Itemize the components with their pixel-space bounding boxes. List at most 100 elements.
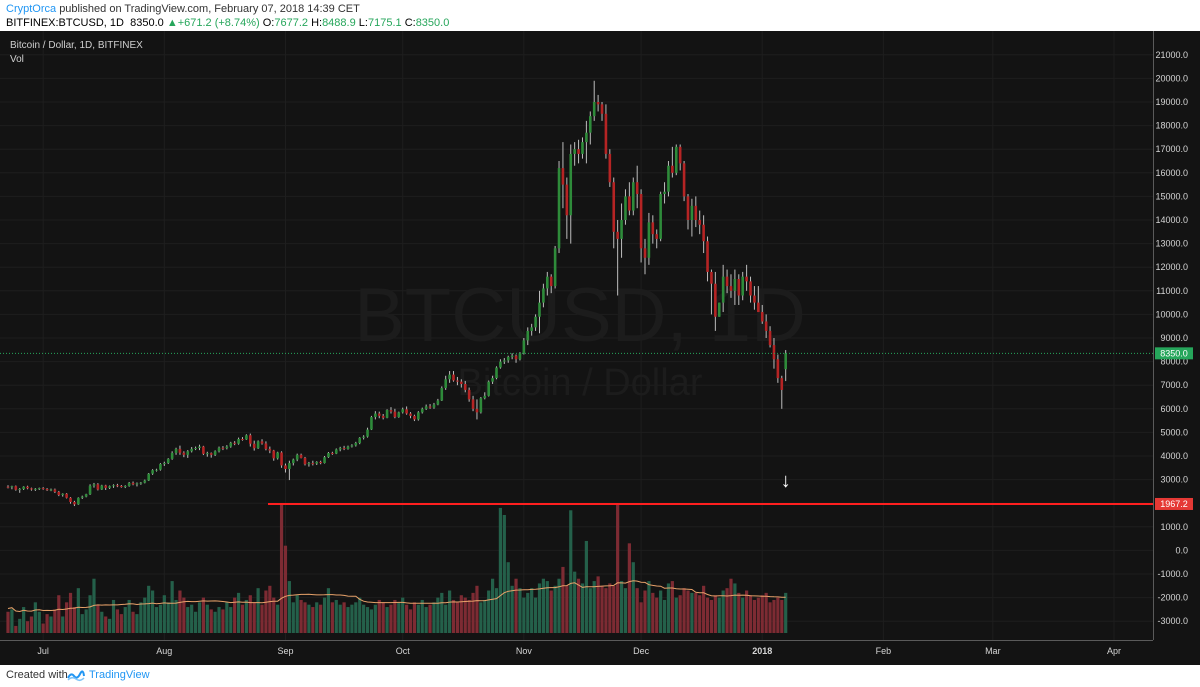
ohlc-body (221, 447, 225, 449)
ohlc-bar (424, 404, 428, 410)
ohlc-body (159, 464, 162, 470)
volume-bar (197, 602, 202, 633)
ohlc-body (514, 355, 518, 360)
volume-bar (428, 604, 432, 633)
ohlc-body (135, 483, 139, 485)
ohlc-bar (409, 412, 412, 419)
ohlc-body (663, 191, 666, 195)
ohlc-bar (30, 487, 33, 491)
ohlc-bar (768, 326, 772, 348)
ohlc-body (628, 196, 631, 211)
ohlc-bar (225, 445, 229, 450)
volume-bar (729, 578, 733, 633)
volume-bar (244, 599, 248, 633)
volume-bar (725, 588, 729, 633)
volume-bar (217, 607, 221, 633)
ohlc-bar (604, 104, 608, 159)
ohlc-bar (362, 435, 365, 440)
ohlc-body (760, 312, 764, 322)
volume-bar (88, 595, 92, 633)
ohlc-body (225, 446, 229, 449)
ohlc-body (248, 435, 252, 444)
price-axis-tick: 12000.0 (1155, 262, 1188, 272)
volume-bar (752, 599, 757, 633)
ohlc-bar (745, 264, 748, 291)
ohlc-bar (721, 264, 725, 313)
ohlc-bar (323, 456, 326, 464)
ohlc-bar (84, 493, 88, 498)
ohlc-bar (561, 142, 565, 209)
published-text: published on TradingView.com, February 0… (59, 3, 360, 15)
ohlc-body (112, 485, 115, 487)
author-link[interactable]: CryptOrca (6, 3, 57, 15)
ohlc-body (725, 276, 729, 287)
volume-bar (397, 602, 401, 633)
volume-bar (268, 585, 272, 633)
volume-bar (424, 607, 428, 633)
ohlc-body (612, 182, 616, 232)
ohlc-bar (311, 460, 315, 466)
ohlc-bar (631, 177, 635, 216)
ohlc-bar (479, 397, 483, 414)
volume-bar (412, 602, 417, 633)
ohlc-bar (381, 413, 385, 420)
ohlc-bar (6, 485, 10, 489)
ohlc-bar (374, 411, 377, 420)
price-axis-tick: 10000.0 (1155, 309, 1188, 319)
volume-bar (182, 597, 186, 633)
ohlc-body (702, 224, 705, 242)
ohlc-bar (389, 407, 393, 414)
volume-bar (225, 602, 229, 633)
ohlc-body (229, 442, 233, 447)
ohlc-body (170, 452, 174, 459)
ohlc-body (10, 486, 14, 488)
volume-bar (264, 590, 268, 633)
volume-bar (162, 595, 166, 633)
volume-bar (616, 503, 620, 633)
ohlc-bar (319, 460, 322, 465)
ohlc-body (592, 102, 596, 117)
ohlc-bar (577, 139, 580, 164)
ohlc-bar (749, 276, 752, 303)
ohlc-bar (557, 161, 561, 254)
ohlc-body (49, 489, 53, 491)
price-chart[interactable]: BTCUSD, 1D Bitcoin / Dollar ↓ 21000.0200… (0, 31, 1200, 665)
ohlc-bar (147, 472, 150, 482)
volume-bar (580, 583, 585, 633)
volume-bar (272, 597, 276, 633)
volume-bar (127, 599, 131, 633)
ohlc-body (409, 413, 412, 416)
ohlc-bar (166, 458, 170, 465)
volume-bar (174, 599, 178, 633)
ohlc-body (350, 445, 354, 447)
price-axis-tick: 15000.0 (1155, 191, 1188, 201)
ohlc-bar (135, 482, 139, 487)
ohlc-body (37, 488, 41, 490)
ohlc-bar (456, 376, 459, 386)
volume-bar (319, 604, 323, 633)
ohlc-bar (272, 449, 276, 461)
volume-bar (702, 585, 706, 633)
ohlc-body (565, 184, 569, 216)
volume-bar (18, 618, 22, 633)
ohlc-bar (581, 137, 584, 159)
ohlc-bar (608, 149, 612, 187)
ohlc-body (92, 484, 96, 486)
volume-bar (612, 585, 616, 633)
volume-bar (463, 597, 467, 633)
ohlc-body (585, 132, 588, 143)
ohlc-bar (221, 446, 225, 451)
ohlc-bar (667, 161, 670, 197)
ohlc-bar (659, 191, 662, 242)
ohlc-body (745, 276, 748, 282)
volume-bar (221, 609, 225, 633)
ohlc-bar (717, 302, 721, 317)
ohlc-bar (366, 427, 369, 438)
ohlc-bar (737, 274, 741, 305)
ohlc-bar (252, 440, 256, 451)
volume-bar (631, 562, 635, 633)
chart-area[interactable]: BTCUSD, 1D Bitcoin / Dollar ↓ 21000.0 200… (0, 31, 1200, 665)
ohlc-bar (100, 484, 104, 490)
ohlc-bar (112, 484, 115, 488)
tradingview-brand[interactable]: TradingView (89, 669, 150, 681)
